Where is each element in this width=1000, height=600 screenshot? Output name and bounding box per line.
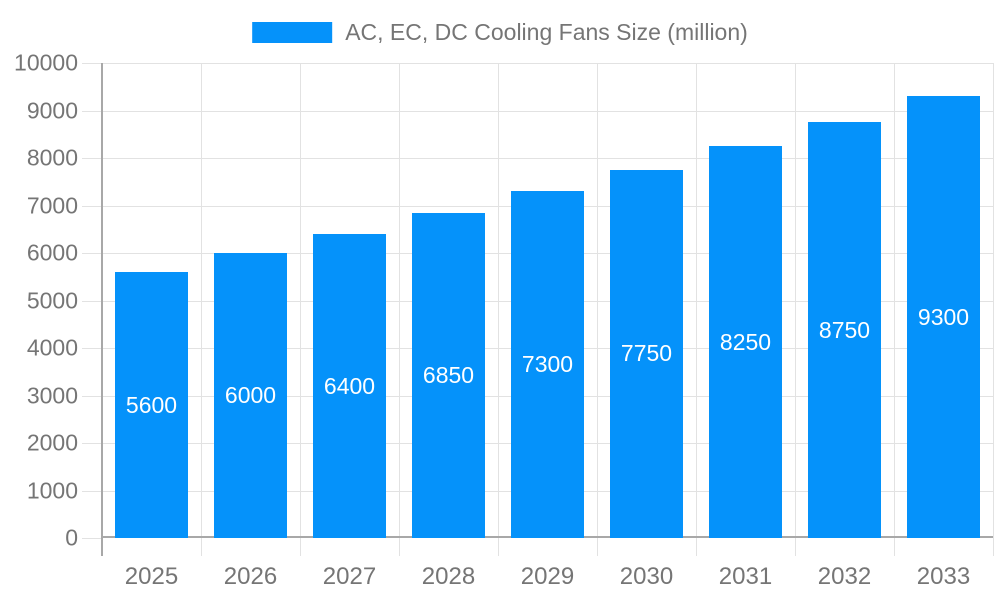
y-axis-label: 9000 <box>26 97 78 123</box>
x-axis-label: 2027 <box>322 563 377 590</box>
bar-value-label: 6400 <box>323 372 376 399</box>
y-axis-label: 8000 <box>26 144 78 171</box>
y-axis-label: 5000 <box>26 287 78 313</box>
gridline-v <box>696 63 697 538</box>
gridline-v <box>201 63 202 538</box>
bar-value-label: 8750 <box>818 316 871 343</box>
bar-value-label: 7750 <box>620 340 673 367</box>
gridline-v <box>993 63 994 538</box>
y-axis-line <box>101 63 103 556</box>
bar-value-label: 8250 <box>719 328 772 355</box>
y-axis-label: 10000 <box>14 49 78 76</box>
gridline-h <box>102 110 993 112</box>
y-axis-tick <box>82 300 102 302</box>
y-axis-tick <box>82 538 102 539</box>
x-axis-label: 2030 <box>619 563 674 590</box>
bar-value-label: 6000 <box>224 382 277 408</box>
bar[interactable]: 7300 <box>511 191 584 538</box>
bar-value-label: 9300 <box>917 303 970 330</box>
x-axis-tick <box>795 538 796 556</box>
y-axis-tick <box>82 253 102 254</box>
x-axis-tick <box>498 538 499 556</box>
bar-value-label: 6850 <box>422 361 475 388</box>
bar-value-label: 5600 <box>125 391 178 418</box>
gridline-v <box>399 63 400 538</box>
x-axis-tick <box>894 538 895 556</box>
gridline-h <box>102 158 993 159</box>
x-axis-tick <box>399 538 400 556</box>
plot-area: 0 1000 2000 3000 4000 5000 6000 7000 8000 9000 100… <box>14 51 994 589</box>
y-axis-label: 7000 <box>26 192 78 218</box>
y-axis-label: 6000 <box>26 239 78 266</box>
y-axis-tick <box>82 348 102 349</box>
bar[interactable]: 7750 <box>610 169 683 538</box>
gridline-v <box>597 63 598 538</box>
x-axis-tick <box>696 538 697 556</box>
y-axis-label: 1000 <box>26 477 78 503</box>
x-axis-tick <box>300 538 301 556</box>
legend[interactable]: AC, EC, DC Cooling Fans Size (million) <box>252 21 748 44</box>
legend-swatch-icon <box>252 22 333 43</box>
bar[interactable]: 5600 <box>115 272 188 538</box>
y-axis-tick <box>82 443 102 444</box>
x-axis-label: 2033 <box>916 563 971 590</box>
gridline-h <box>102 63 993 64</box>
gridline-v <box>894 63 895 538</box>
y-axis-tick <box>82 395 102 397</box>
bar[interactable]: 8250 <box>709 146 782 538</box>
gridline-v <box>300 63 301 538</box>
bar[interactable]: 6400 <box>313 234 386 538</box>
x-axis-tick <box>201 538 202 556</box>
x-axis-label: 2031 <box>718 563 773 590</box>
bar-value-label: 7300 <box>521 351 574 378</box>
y-axis-label: 0 <box>65 524 78 551</box>
y-axis-tick <box>82 110 102 112</box>
x-axis-label: 2029 <box>520 563 575 590</box>
x-axis-label: 2025 <box>124 563 179 590</box>
y-axis-label: 3000 <box>26 382 78 408</box>
x-axis-tick <box>993 538 994 556</box>
bar[interactable]: 6850 <box>412 212 485 538</box>
y-axis-tick <box>82 205 102 207</box>
x-axis-tick <box>597 538 598 556</box>
x-axis-label: 2026 <box>223 563 278 590</box>
bar[interactable]: 6000 <box>214 253 287 538</box>
y-axis-tick <box>82 490 102 492</box>
legend-label: AC, EC, DC Cooling Fans Size (million) <box>345 19 748 45</box>
y-axis-label: 4000 <box>26 334 78 361</box>
gridline-v <box>795 63 796 538</box>
y-axis-tick <box>82 63 102 64</box>
bar[interactable]: 8750 <box>808 122 881 538</box>
bar[interactable]: 9300 <box>907 96 980 538</box>
y-axis-label: 2000 <box>26 429 78 456</box>
y-axis-tick <box>82 158 102 159</box>
gridline-v <box>498 63 499 538</box>
x-axis-label: 2028 <box>421 563 476 590</box>
x-axis-label: 2032 <box>817 563 872 590</box>
